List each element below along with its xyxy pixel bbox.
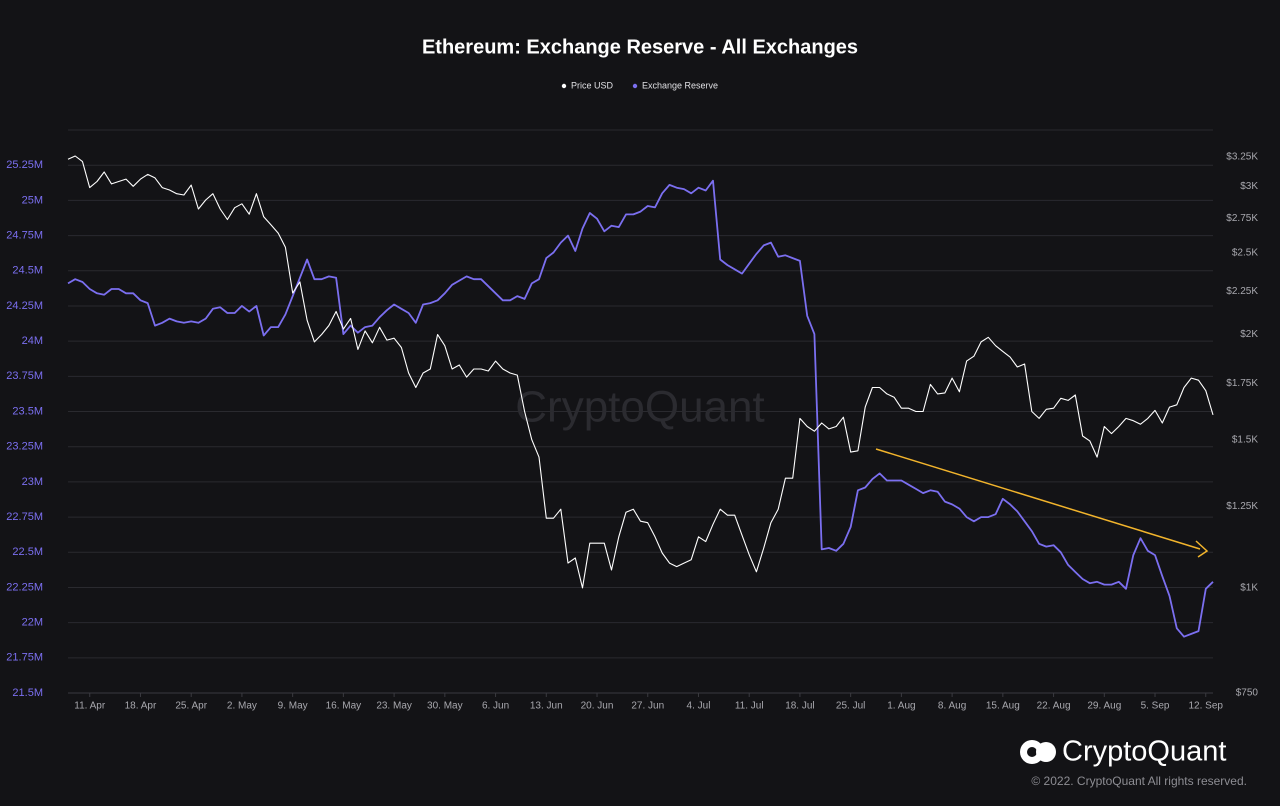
x-tick-label: 13. Jun <box>530 701 563 712</box>
x-tick-label: 27. Jun <box>631 701 664 712</box>
y2-tick-label: $3K <box>1240 181 1258 192</box>
legend: Price USD Exchange Reserve <box>561 80 718 90</box>
x-tick-label: 18. Jul <box>785 701 814 712</box>
y-tick-label: 23.75M <box>6 370 43 382</box>
chart-title: Ethereum: Exchange Reserve - All Exchang… <box>422 36 858 58</box>
y-tick-label: 23.5M <box>12 405 43 417</box>
x-tick-label: 20. Jun <box>581 701 614 712</box>
x-tick-label: 30. May <box>427 701 463 712</box>
y2-tick-label: $1K <box>1240 582 1258 593</box>
y-tick-label: 24.25M <box>6 300 43 312</box>
x-tick-label: 1. Aug <box>887 701 915 712</box>
legend-label: Price USD <box>571 80 614 90</box>
y-tick-label: 25M <box>22 194 43 206</box>
x-tick-label: 29. Aug <box>1087 701 1121 712</box>
series-line <box>67 155 1214 589</box>
watermark: CryptoQuant <box>515 383 764 432</box>
lines <box>67 155 1214 638</box>
x-tick-label: 12. Sep <box>1189 701 1224 712</box>
y-tick-label: 21.5M <box>12 687 43 699</box>
y-tick-label: 23M <box>22 476 43 488</box>
legend-marker <box>561 83 567 89</box>
y2-tick-label: $2.25K <box>1226 286 1258 297</box>
x-tick-label: 5. Sep <box>1141 701 1170 712</box>
x-tick-label: 25. Apr <box>175 701 207 712</box>
x-tick-label: 25. Jul <box>836 701 865 712</box>
x-tick-label: 15. Aug <box>986 701 1020 712</box>
y-tick-label: 24.75M <box>6 229 43 241</box>
x-tick-label: 18. Apr <box>125 701 157 712</box>
y-tick-label: 22.5M <box>12 546 43 558</box>
y2-tick-label: $1.5K <box>1232 434 1258 445</box>
logo-text: CryptoQuant <box>1062 736 1226 768</box>
series-line <box>67 179 1214 638</box>
x-tick-label: 11. Jul <box>735 701 764 712</box>
y-tick-label: 25.25M <box>6 159 43 171</box>
x-tick-label: 4. Jul <box>687 701 711 712</box>
arrow-head <box>1195 540 1209 558</box>
x-tick-label: 22. Aug <box>1037 701 1071 712</box>
x-tick-label: 11. Apr <box>74 701 106 712</box>
x-tick-label: 8. Aug <box>938 701 966 712</box>
y2-tick-label: $2.75K <box>1226 213 1258 224</box>
grid <box>68 164 1213 697</box>
y2-tick-label: $2.5K <box>1232 248 1258 259</box>
logo-icon-hole <box>1027 747 1037 757</box>
y-tick-label: 23.25M <box>6 441 43 453</box>
x-tick-label: 2. May <box>227 701 257 712</box>
y2-tick-label: $1.75K <box>1226 378 1258 389</box>
logo-icon <box>1036 742 1056 762</box>
y2-tick-label: $2K <box>1240 329 1258 340</box>
x-tick-label: 6. Jun <box>482 701 509 712</box>
y-tick-label: 22.25M <box>6 581 43 593</box>
legend-label: Exchange Reserve <box>642 80 718 90</box>
arrow-line <box>875 448 1201 550</box>
copyright: © 2022. CryptoQuant All rights reserved. <box>1031 774 1247 788</box>
y-tick-label: 22.75M <box>6 511 43 523</box>
y2-tick-label: $3.25K <box>1226 152 1258 163</box>
y-tick-label: 24M <box>22 335 43 347</box>
trend-arrow <box>875 448 1209 558</box>
y2-tick-label: $750 <box>1236 688 1259 699</box>
y-tick-label: 21.75M <box>6 652 43 664</box>
y2-tick-label: $1.25K <box>1226 501 1258 512</box>
y-tick-label: 22M <box>22 617 43 629</box>
logo: CryptoQuant <box>1020 736 1226 768</box>
y-tick-label: 24.5M <box>12 265 43 277</box>
x-tick-label: 23. May <box>376 701 412 712</box>
x-tick-label: 9. May <box>278 701 308 712</box>
x-tick-label: 16. May <box>326 701 362 712</box>
legend-marker <box>632 83 638 89</box>
